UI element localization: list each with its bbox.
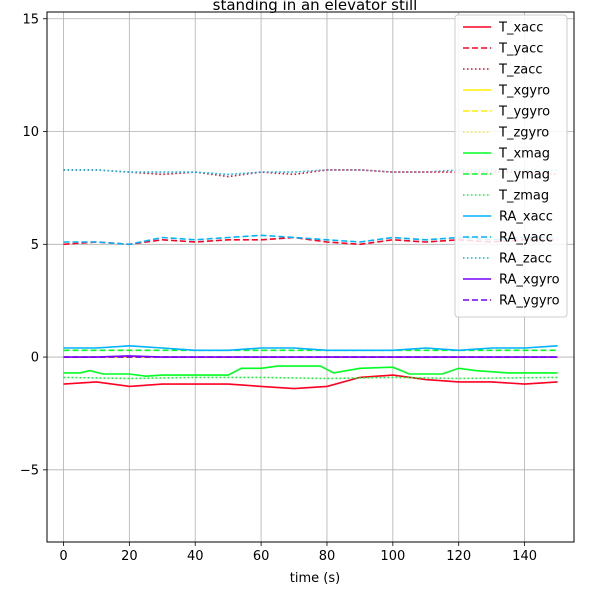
legend-label: T_xmag	[498, 147, 550, 162]
legend-label: RA_xacc	[499, 210, 553, 225]
series-line	[63, 344, 558, 352]
x-tick-label: 0	[59, 549, 67, 564]
y-tick-label: −5	[20, 463, 39, 478]
legend-label: RA_zacc	[499, 252, 552, 267]
legend-label: RA_ygyro	[499, 294, 560, 309]
legend-label: T_zacc	[498, 63, 543, 78]
x-tick-label: 140	[512, 549, 537, 564]
series-line	[63, 234, 558, 246]
legend: T_xacc T_yacc T_zacc T_xgyro T_ygyro T_zgyro T…	[454, 14, 568, 318]
legend-label: T_zmag	[498, 189, 549, 204]
y-tick-label: 15	[22, 12, 39, 27]
x-tick-label: 80	[319, 549, 336, 564]
legend-label: T_zgyro	[498, 126, 549, 141]
legend-label: T_yacc	[498, 42, 543, 57]
legend-label: T_ygyro	[498, 105, 550, 120]
plot-lines	[63, 169, 558, 390]
x-axis-title: time (s)	[290, 571, 340, 586]
chart-title: standing in an elevator still	[213, 0, 418, 14]
series-line	[63, 374, 558, 390]
axis-ticks: 0 20 40 60 80 100 120 140 −5 0 5 10 15	[20, 12, 537, 564]
legend-label: T_xgyro	[498, 84, 550, 99]
legend-label: RA_yacc	[499, 231, 553, 246]
legend-label: T_ymag	[498, 168, 550, 183]
legend-label: T_xacc	[498, 21, 543, 36]
x-tick-label: 100	[380, 549, 405, 564]
x-tick-label: 120	[446, 549, 471, 564]
plot-frame	[46, 11, 575, 543]
x-tick-label: 60	[253, 549, 270, 564]
series-line	[63, 376, 558, 380]
x-tick-label: 40	[187, 549, 204, 564]
series-line	[63, 365, 558, 378]
y-tick-label: 5	[31, 238, 39, 253]
y-tick-label: 10	[22, 125, 39, 140]
legend-label: RA_xgyro	[499, 273, 560, 288]
series-line	[63, 236, 558, 246]
x-tick-label: 20	[121, 549, 138, 564]
y-tick-label: 0	[31, 351, 39, 366]
